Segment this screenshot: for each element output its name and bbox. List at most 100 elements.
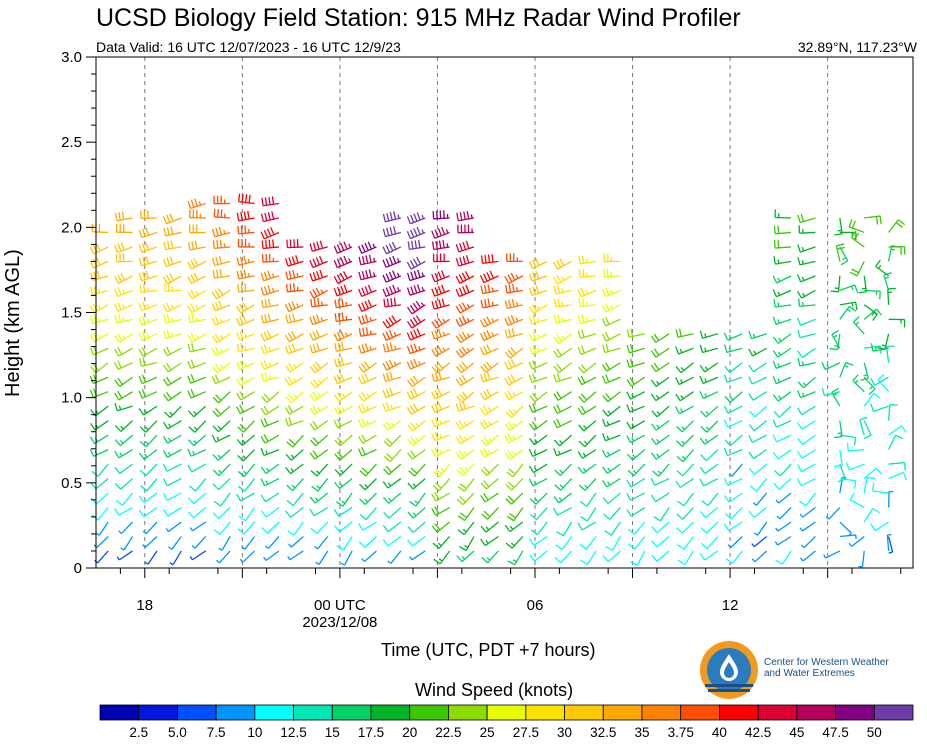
wind-barb bbox=[239, 550, 255, 563]
wind-barb bbox=[870, 403, 889, 413]
wind-barb bbox=[772, 289, 792, 298]
wind-barb bbox=[723, 477, 743, 486]
wind-barb bbox=[358, 343, 377, 354]
wind-barb bbox=[528, 448, 548, 457]
wind-barb bbox=[772, 347, 792, 358]
wind-barb bbox=[382, 342, 402, 353]
wind-barb bbox=[578, 255, 597, 265]
wind-barb bbox=[334, 449, 353, 461]
wind-barb bbox=[773, 478, 792, 490]
wind-barb bbox=[431, 371, 450, 383]
colorbar-tick-label: 30 bbox=[557, 725, 572, 740]
wind-barb bbox=[479, 419, 499, 430]
wind-barb bbox=[114, 211, 133, 222]
wind-barb bbox=[164, 283, 182, 293]
wind-barb bbox=[358, 254, 377, 266]
wind-barb bbox=[94, 550, 109, 564]
wind-barb bbox=[163, 256, 182, 268]
wind-barb bbox=[406, 358, 426, 370]
wind-barb bbox=[260, 285, 280, 296]
wind-barb bbox=[479, 270, 499, 284]
colorbar-tick-label: 5.0 bbox=[168, 725, 187, 740]
wind-barb bbox=[821, 387, 840, 397]
wind-barb bbox=[138, 347, 158, 357]
wind-barb bbox=[406, 328, 426, 341]
wind-barb bbox=[504, 315, 524, 327]
wind-barb bbox=[406, 300, 426, 315]
wind-barb bbox=[114, 287, 133, 297]
y-tick-label: 2.0 bbox=[61, 219, 82, 236]
wind-barb bbox=[480, 478, 499, 490]
wind-barb bbox=[626, 420, 646, 430]
wind-barb bbox=[284, 331, 304, 343]
wind-barb bbox=[578, 478, 597, 491]
wind-barb bbox=[237, 478, 256, 492]
wind-barb bbox=[189, 224, 206, 234]
wind-barb bbox=[236, 404, 255, 415]
wind-barb bbox=[382, 521, 402, 533]
wind-barb bbox=[887, 245, 900, 262]
wind-barb bbox=[212, 269, 231, 279]
wind-barb bbox=[382, 371, 402, 382]
wind-barb bbox=[626, 344, 645, 354]
wind-barb bbox=[358, 269, 377, 281]
wind-barb bbox=[213, 208, 231, 219]
wind-barb bbox=[626, 434, 646, 444]
wind-barb bbox=[187, 434, 207, 447]
wind-barb bbox=[455, 255, 475, 267]
wind-barb bbox=[261, 196, 280, 207]
wind-barb bbox=[877, 333, 890, 351]
colorbar-tick-label: 10 bbox=[247, 725, 262, 740]
wind-barb bbox=[601, 362, 621, 372]
wind-barb bbox=[333, 330, 353, 342]
wind-barb bbox=[723, 419, 743, 428]
wind-barb bbox=[652, 463, 670, 477]
wind-barb bbox=[699, 507, 719, 519]
wind-barb bbox=[797, 449, 816, 459]
wind-barb bbox=[699, 477, 719, 487]
wind-barb bbox=[723, 521, 743, 532]
wind-barb bbox=[529, 391, 548, 403]
wind-barb bbox=[431, 284, 450, 297]
wind-barb bbox=[189, 478, 207, 492]
wind-barb bbox=[212, 449, 231, 461]
wind-barb bbox=[554, 463, 573, 476]
wind-barb bbox=[602, 492, 621, 505]
wind-barb bbox=[382, 329, 402, 341]
wind-barb bbox=[604, 521, 621, 536]
wind-barb bbox=[888, 318, 906, 328]
wind-barb bbox=[455, 374, 475, 387]
wind-barb bbox=[748, 449, 768, 460]
wind-barb bbox=[601, 332, 621, 342]
wind-barb bbox=[863, 476, 876, 494]
wind-barb bbox=[529, 420, 548, 431]
wind-barb bbox=[236, 390, 255, 401]
wind-barb bbox=[797, 434, 816, 446]
colorbar-swatch bbox=[602, 704, 643, 721]
wind-barb bbox=[162, 420, 182, 430]
wind-barb bbox=[90, 478, 109, 490]
wind-barb bbox=[457, 224, 475, 234]
wind-barb bbox=[336, 492, 353, 507]
wind-barb bbox=[797, 244, 816, 253]
wind-barb bbox=[626, 376, 646, 387]
wind-barb bbox=[310, 297, 328, 308]
wind-barb bbox=[504, 433, 524, 444]
wind-barb bbox=[480, 284, 499, 295]
wind-barb bbox=[213, 521, 231, 535]
wind-barb bbox=[554, 550, 573, 564]
wind-barb bbox=[651, 405, 670, 418]
wind-barb bbox=[260, 227, 280, 240]
wind-barb bbox=[479, 330, 499, 342]
wind-barb bbox=[578, 298, 597, 308]
wind-barb bbox=[409, 550, 426, 561]
wind-barb bbox=[236, 342, 255, 353]
wind-barb bbox=[506, 507, 524, 522]
wind-barb bbox=[860, 362, 869, 381]
wind-barb bbox=[114, 420, 134, 432]
wind-barb bbox=[212, 463, 231, 477]
wind-barb bbox=[163, 362, 182, 373]
wind-barb bbox=[723, 332, 743, 341]
logo-text: Center for Western Weather and Water Ext… bbox=[764, 657, 914, 679]
wind-barb bbox=[580, 550, 597, 566]
